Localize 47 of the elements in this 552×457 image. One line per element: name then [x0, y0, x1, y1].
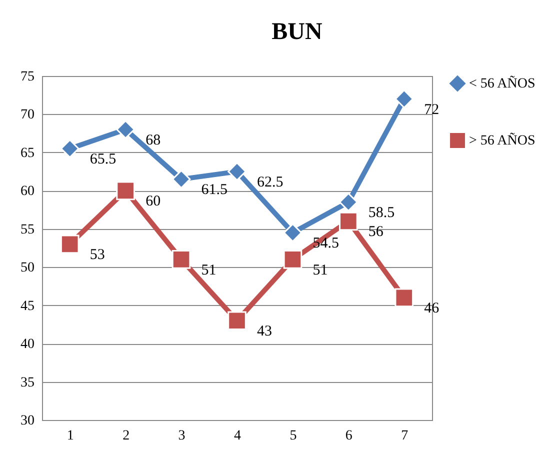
data-label: 51: [201, 262, 216, 278]
x-tick-label: 7: [401, 428, 408, 444]
legend-label: < 56 AÑOS: [469, 76, 536, 92]
data-label: 62.5: [257, 174, 284, 191]
y-tick-label: 45: [20, 298, 34, 314]
point: [339, 192, 358, 212]
legend-label: > 56 AÑOS: [469, 132, 536, 148]
data-label: 58.5: [368, 205, 395, 222]
y-tick-label: 50: [20, 260, 34, 276]
data-label: 53: [90, 247, 105, 264]
y-tick-label: 55: [20, 222, 34, 238]
point: [228, 162, 246, 181]
data-label: 46: [424, 300, 440, 317]
data-label: 60: [146, 194, 161, 210]
x-tick-label: 6: [345, 428, 352, 444]
point: [60, 139, 80, 158]
point: [283, 250, 302, 269]
point: [116, 181, 135, 200]
data-label: 61.5: [201, 182, 228, 198]
data-label: 43: [257, 324, 272, 340]
y-tick-label: 70: [20, 108, 34, 123]
y-tick-label: 75: [20, 70, 34, 84]
data-label: 72: [424, 102, 440, 118]
point: [172, 170, 191, 189]
y-tick-label: 40: [20, 337, 34, 352]
point: [60, 234, 80, 254]
data-label: 68: [146, 132, 161, 149]
y-tick-label: 60: [20, 184, 34, 200]
point: [228, 311, 246, 330]
data-label: 56: [368, 224, 384, 240]
point: [339, 212, 358, 231]
point: [116, 120, 135, 139]
x-tick-label: 3: [178, 428, 186, 444]
point: [172, 250, 191, 269]
y-tick-label: 65: [20, 146, 34, 161]
point: [394, 288, 414, 308]
y-tick-label: 30: [20, 414, 34, 428]
data-label: 65.5: [90, 152, 116, 168]
x-tick-label: 5: [290, 428, 297, 444]
point: [283, 223, 302, 242]
y-tick-label: 35: [20, 375, 34, 390]
chart-title: BUN: [272, 19, 324, 45]
point: [394, 90, 414, 108]
x-tick-label: 1: [66, 428, 74, 444]
data-label: 51: [312, 262, 328, 278]
x-tick-label: 4: [234, 428, 241, 444]
x-tick-label: 2: [122, 428, 130, 444]
